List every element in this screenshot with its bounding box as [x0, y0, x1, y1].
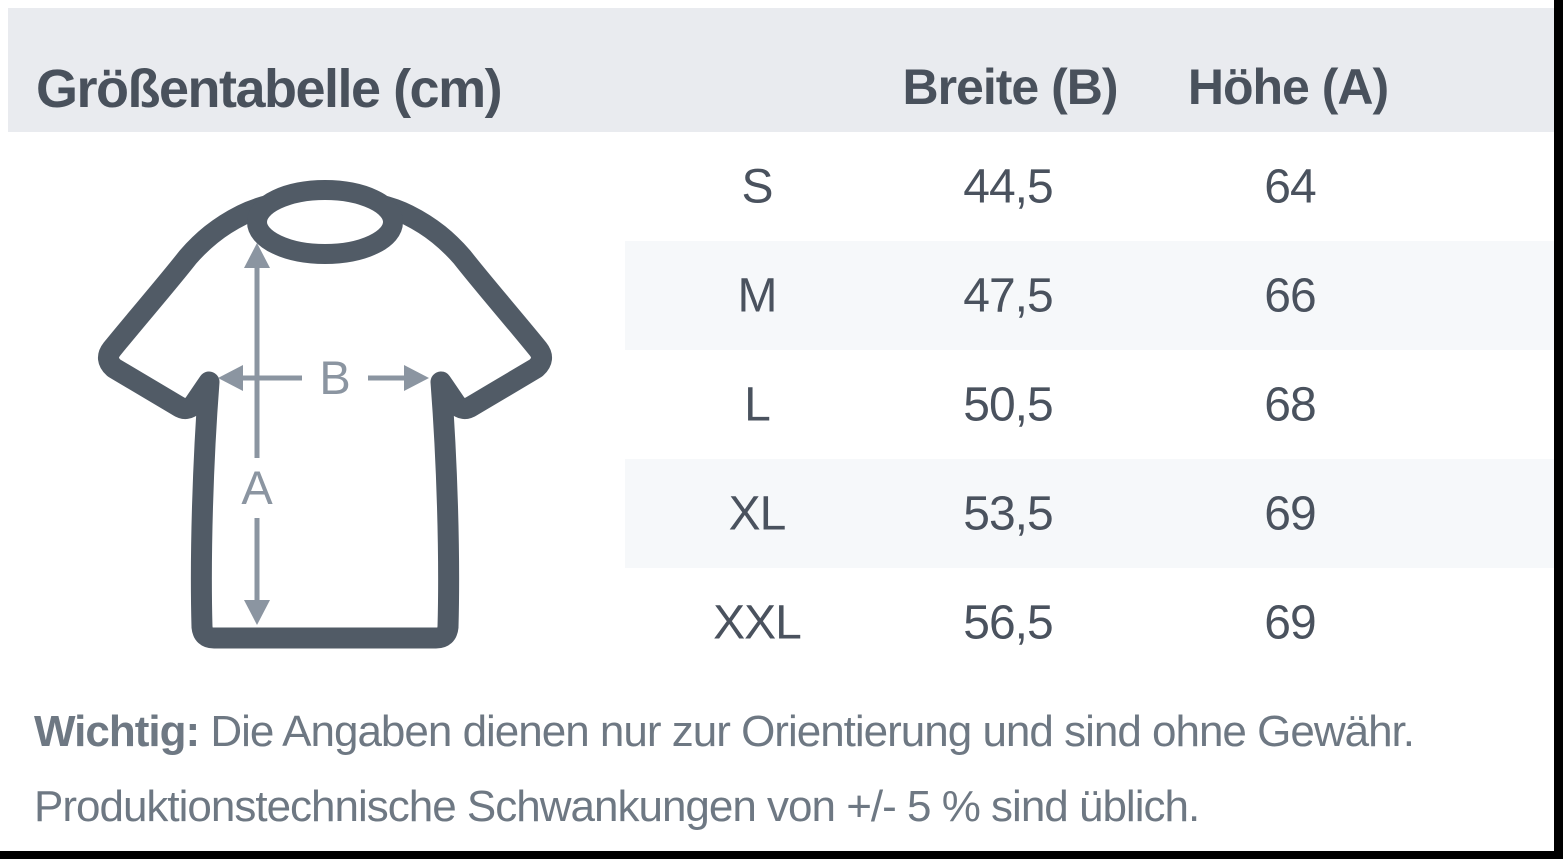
width-cell: 44,5	[963, 160, 1053, 213]
table-header-band: Größentabelle (cm) Breite (B) Höhe (A)	[8, 8, 1554, 132]
table-row: XXL 56,5 69	[8, 568, 1554, 677]
height-cell: 69	[1264, 487, 1316, 540]
footer-line-1: Wichtig: Die Angaben dienen nur zur Orie…	[34, 694, 1415, 769]
column-header-width: Breite (B)	[902, 59, 1118, 115]
height-cell: 64	[1264, 160, 1316, 213]
table-row: L 50,5 68	[8, 350, 1554, 459]
width-cell: 56,5	[963, 596, 1053, 649]
tshirt-measure-diagram: A B	[98, 180, 552, 649]
page-title: Größentabelle (cm)	[36, 59, 503, 119]
height-cell: 66	[1264, 269, 1316, 322]
tshirt-icon	[98, 180, 552, 649]
width-cell: 53,5	[963, 487, 1053, 540]
footer-important-label: Wichtig:	[34, 707, 200, 756]
height-label: A	[241, 461, 273, 514]
row-stripe	[625, 459, 1554, 568]
bottom-frame-bar	[0, 851, 1563, 859]
width-cell: 50,5	[963, 378, 1053, 431]
size-cell: XXL	[713, 596, 802, 649]
size-cell: XL	[728, 487, 787, 540]
size-table: S 44,5 64 M 47,5 66 L 50,5 68 XL 53,5 69…	[8, 132, 1554, 677]
size-cell: S	[741, 160, 773, 213]
height-cell: 69	[1264, 596, 1316, 649]
footer-note: Wichtig: Die Angaben dienen nur zur Orie…	[34, 694, 1415, 844]
width-cell: 47,5	[963, 269, 1053, 322]
height-cell: 68	[1264, 378, 1316, 431]
width-arrow	[218, 365, 429, 391]
row-stripe	[625, 241, 1554, 350]
size-cell: L	[744, 378, 771, 431]
size-cell: M	[737, 269, 778, 322]
footer-line1-text: Die Angaben dienen nur zur Orientierung …	[199, 707, 1415, 756]
height-arrow	[244, 243, 270, 625]
table-row: M 47,5 66	[8, 241, 1554, 350]
footer-line-2: Produktionstechnische Schwankungen von +…	[34, 782, 1200, 831]
table-row: XL 53,5 69	[8, 459, 1554, 568]
right-frame-bar	[1554, 0, 1563, 859]
width-label: B	[319, 351, 350, 404]
table-row: S 44,5 64	[8, 132, 1554, 241]
column-header-height: Höhe (A)	[1187, 59, 1389, 115]
